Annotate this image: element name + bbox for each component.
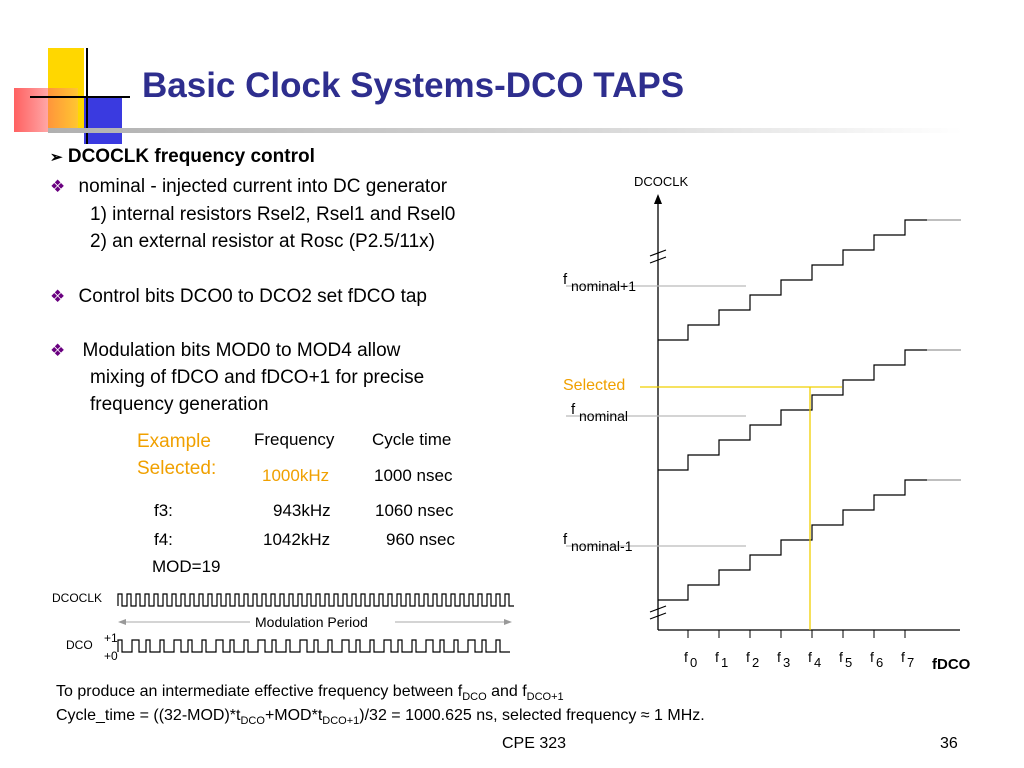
selected-text: Selected [563,377,625,394]
staircase-lower [658,479,927,601]
graph-y-title: DCOCLK [634,174,689,189]
x-label-sub-2: 2 [752,655,759,670]
f-nominal-sub: nominal [579,408,628,424]
example-label: Example [137,431,211,452]
course-label: CPE 323 [502,735,567,752]
f-nominal-minus1-sub: nominal-1 [571,538,633,554]
frequency-staircases [658,219,961,601]
row-f3-cycle: 1060 nsec [375,501,454,520]
bullet-modulation-l3: frequency generation [90,394,269,415]
staircase-middle [658,349,927,471]
bullet-modulation: ❖ Modulation bits MOD0 to MOD4 allow [50,340,401,361]
staircase-upper [658,219,927,341]
f-nominal-f: f [571,401,576,418]
col-frequency: Frequency [254,430,335,449]
f-nominal-plus1-f: f [563,271,568,288]
row-f4-label: f4: [154,530,173,549]
col-cycle-time: Cycle time [372,430,452,449]
x-label-sub-5: 5 [845,655,852,670]
x-label-sub-1: 1 [721,655,728,670]
period-arrow-right-icon [504,619,512,625]
axis-break-bottom [649,605,667,620]
f-nominal-plus1-sub: nominal+1 [571,278,636,294]
row-f3-freq: 943kHz [273,501,331,520]
dcoclk-waveform [117,593,514,607]
diamond-bullet-icon: ❖ [50,287,66,306]
diamond-bullet-icon: ❖ [50,177,66,196]
period-arrow-left-icon [118,619,126,625]
x-label-f5: f [839,649,843,665]
mod-value: MOD=19 [152,557,221,576]
slide-title: Basic Clock Systems-DCO TAPS [142,66,685,105]
modulation-timing-diagram: DCOCLK DCO +1 +0 Modulation Period [52,591,514,663]
x-label-f1: f [715,649,719,665]
title-divider [48,128,963,133]
footer-line-1: To produce an intermediate effective fre… [56,683,564,704]
x-label-sub-0: 0 [690,655,697,670]
bullet-modulation-l2: mixing of fDCO and fDCO+1 for precise [90,367,425,388]
x-label-sub-4: 4 [814,655,821,670]
x-label-sub-3: 3 [783,655,790,670]
diamond-bullet-icon: ❖ [50,341,66,360]
footer-line-2: Cycle_time = ((32-MOD)*tDCO+MOD*tDCO+1)/… [56,707,705,728]
x-label-f7: f [901,649,905,665]
arrow-bullet-icon: ➢ [50,149,63,166]
bullet-heading: ➢ DCOCLK frequency control [50,146,315,167]
timing-dcoclk-label: DCOCLK [52,591,102,605]
row-f4-cycle: 960 nsec [386,530,455,549]
selected-label: Selected: [137,458,217,479]
bullet-nominal-sub2: 2) an external resistor at Rosc (P2.5/11… [90,231,435,252]
selected-frequency: 1000kHz [262,466,330,485]
bullet-nominal: ❖ nominal - injected current into DC gen… [50,176,448,197]
selected-cycle: 1000 nsec [374,466,453,485]
f-nominal-minus1-f: f [563,531,568,548]
row-f4-freq: 1042kHz [263,530,331,549]
x-label-f6: f [870,649,874,665]
y-axis-arrow-icon [654,194,662,204]
x-label-f0: f [684,649,688,665]
bullet-nominal-sub1: 1) internal resistors Rsel2, Rsel1 and R… [90,204,456,225]
dco-waveform [117,639,510,653]
period-label: Modulation Period [255,614,368,630]
x-axis-title: fDCO [932,656,971,673]
x-label-f3: f [777,649,781,665]
timing-plus1-label: +1 [104,631,118,645]
dco-taps-graph: DCOCLK f nominal+1 Selected f nominal f … [563,174,971,673]
axis-break-top [649,249,667,264]
timing-plus0-label: +0 [104,649,118,663]
x-axis-ticks [687,630,906,638]
x-label-sub-7: 7 [907,655,914,670]
bullet-control-bits: ❖ Control bits DCO0 to DCO2 set fDCO tap [50,286,427,307]
x-label-f2: f [746,649,750,665]
x-label-f4: f [808,649,812,665]
page-number: 36 [940,735,958,752]
period-label-bg [250,613,395,629]
timing-dco-label: DCO [66,638,93,652]
x-label-sub-6: 6 [876,655,883,670]
row-f3-label: f3: [154,501,173,520]
